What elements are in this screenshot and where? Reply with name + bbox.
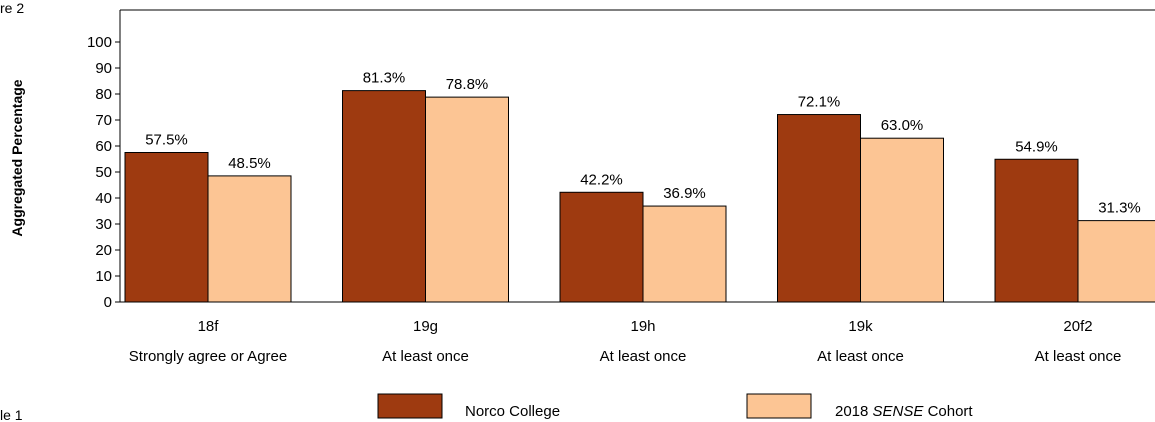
x-tick-label-19g: At least once (382, 348, 469, 365)
value-label-19g-series-1: 78.8% (446, 76, 489, 93)
value-label-18f-series-1: 48.5% (228, 155, 271, 172)
y-tick-label: 70 (95, 112, 112, 129)
value-label-19k-series-1: 63.0% (881, 117, 924, 134)
y-tick-label: 20 (95, 242, 112, 259)
value-label-18f-series-0: 57.5% (145, 132, 188, 149)
y-tick-label: 90 (95, 60, 112, 77)
x-tick-label-20f2: At least once (1035, 348, 1122, 365)
x-tick-code-19k: 19k (848, 318, 873, 335)
y-tick-label: 80 (95, 86, 112, 103)
bar-19g-series-1 (425, 96, 509, 303)
bar-18f-series-1 (207, 175, 292, 303)
page-fragment-top: re 2 (0, 0, 24, 16)
value-labels: 57.5% 48.5% 81.3% 78.8% 42.2% 36.9% 72.1% 63.0%… (145, 70, 1141, 217)
legend-label-sense-cohort: 2018 SENSE Cohort (835, 403, 973, 420)
y-axis: 0 10 20 30 40 50 60 70 80 90 100 (87, 34, 120, 311)
y-tick-label: 40 (95, 190, 112, 207)
value-label-19k-series-0: 72.1% (798, 94, 841, 111)
y-tick-label: 0 (104, 294, 112, 311)
bar-19g-series-0 (342, 90, 426, 303)
y-tick-label: 30 (95, 216, 112, 233)
legend-swatch-sense-cohort (746, 393, 812, 419)
bar-18f-series-0 (124, 152, 209, 303)
bar-19k-series-0 (777, 114, 861, 303)
x-tick-label-18f: Strongly agree or Agree (129, 348, 287, 365)
bar-19h-series-1 (642, 205, 727, 303)
y-axis-label: Aggregated Percentage (9, 79, 25, 236)
value-label-19g-series-0: 81.3% (363, 70, 406, 87)
x-tick-code-20f2: 20f2 (1063, 318, 1092, 335)
legend: Norco College 2018 SENSE Cohort (377, 393, 973, 420)
y-tick-label: 50 (95, 164, 112, 181)
legend-swatch-norco-college (377, 393, 443, 419)
legend-label-norco-college: Norco College (465, 403, 560, 420)
x-tick-code-18f: 18f (198, 318, 220, 335)
value-label-19h-series-0: 42.2% (580, 171, 623, 188)
bar-19h-series-0 (559, 191, 644, 303)
legend-label-suffix: Cohort (923, 403, 973, 420)
x-tick-code-19g: 19g (413, 318, 438, 335)
bars (124, 90, 1155, 303)
page-fragment-bottom: le 1 (0, 407, 23, 422)
legend-label-italic: SENSE (873, 403, 925, 420)
x-tick-code-19h: 19h (630, 318, 655, 335)
bar-20f2-series-1 (1077, 220, 1155, 303)
value-label-20f2-series-1: 31.3% (1098, 200, 1141, 217)
legend-label-prefix: 2018 (835, 403, 873, 420)
x-tick-label-19k: At least once (817, 348, 904, 365)
value-label-19h-series-1: 36.9% (663, 185, 706, 202)
y-tick-label: 60 (95, 138, 112, 155)
y-tick-label: 10 (95, 268, 112, 285)
value-label-20f2-series-0: 54.9% (1015, 138, 1058, 155)
x-axis: 18f Strongly agree or Agree 19g At least on… (129, 318, 1122, 365)
bar-19k-series-1 (860, 137, 944, 303)
x-tick-label-19h: At least once (600, 348, 687, 365)
bar-20f2-series-0 (994, 158, 1079, 303)
y-tick-label: 100 (87, 34, 112, 51)
